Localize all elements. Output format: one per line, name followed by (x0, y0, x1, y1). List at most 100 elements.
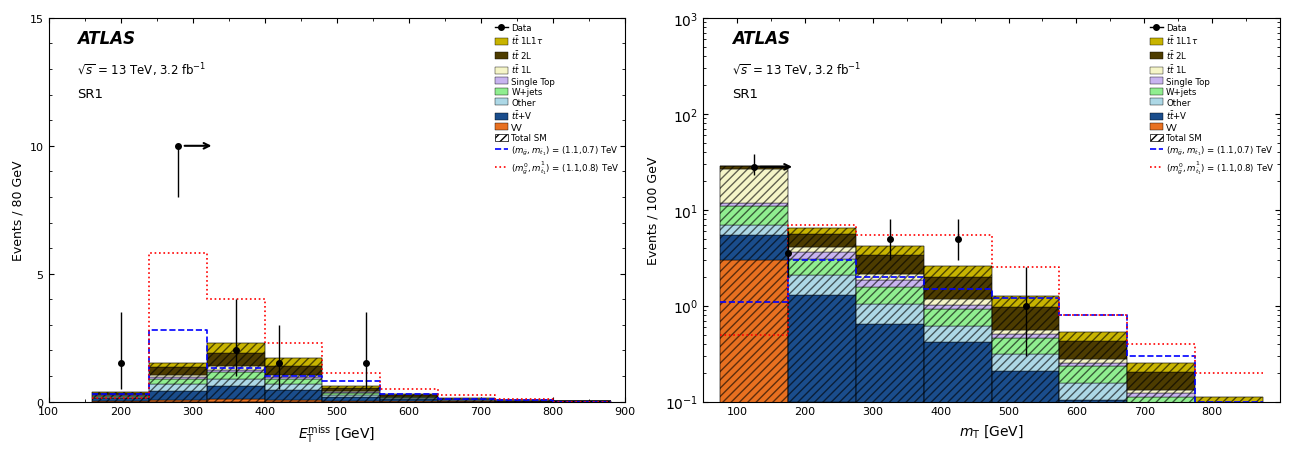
Bar (323, 386, 380, 389)
Bar (92, 395, 150, 396)
Bar (924, 305, 991, 309)
Bar (1195, 397, 1263, 405)
Bar (265, 375, 323, 378)
Bar (924, 267, 991, 455)
Bar (1195, 397, 1263, 455)
Bar (720, 235, 788, 260)
Bar (438, 400, 496, 401)
Bar (150, 400, 207, 402)
Bar (991, 296, 1060, 308)
Bar (1127, 429, 1195, 455)
Bar (150, 367, 207, 375)
Bar (265, 366, 323, 375)
Bar (1195, 422, 1263, 426)
Bar (1195, 430, 1263, 450)
Bar (150, 364, 207, 402)
Bar (720, 169, 788, 203)
Bar (265, 384, 323, 389)
Bar (1127, 390, 1195, 394)
Bar (788, 248, 856, 253)
Bar (788, 229, 856, 455)
Bar (265, 358, 323, 366)
Bar (856, 288, 924, 304)
Bar (92, 394, 150, 395)
Bar (380, 394, 438, 395)
Bar (207, 372, 265, 379)
Bar (323, 391, 380, 392)
Bar (720, 167, 788, 455)
Bar (207, 370, 265, 372)
Bar (380, 394, 438, 402)
Bar (856, 247, 924, 455)
Bar (856, 430, 924, 455)
Bar (150, 364, 207, 367)
Bar (150, 375, 207, 378)
Bar (150, 391, 207, 400)
Bar (380, 399, 438, 401)
Y-axis label: Events / 100 GeV: Events / 100 GeV (647, 156, 660, 264)
Bar (265, 400, 323, 402)
Bar (1195, 426, 1263, 430)
Bar (720, 167, 788, 169)
Bar (1195, 405, 1263, 422)
Bar (1060, 342, 1127, 359)
Bar (207, 386, 265, 399)
Text: ATLAS: ATLAS (732, 30, 790, 48)
Bar (788, 259, 856, 275)
Bar (265, 389, 323, 400)
Bar (924, 299, 991, 305)
Bar (1060, 399, 1127, 455)
Bar (788, 295, 856, 402)
Bar (150, 384, 207, 391)
Bar (788, 234, 856, 248)
Text: $\sqrt{s}$ = 13 TeV, 3.2 fb$^{-1}$: $\sqrt{s}$ = 13 TeV, 3.2 fb$^{-1}$ (732, 61, 861, 79)
Bar (92, 399, 150, 401)
Bar (150, 379, 207, 384)
Y-axis label: Events / 80 GeV: Events / 80 GeV (12, 160, 25, 260)
Bar (991, 338, 1060, 354)
Bar (207, 343, 265, 353)
Bar (150, 378, 207, 379)
Bar (1060, 366, 1127, 384)
Bar (1195, 450, 1263, 455)
Bar (991, 308, 1060, 330)
Bar (1060, 333, 1127, 342)
Bar (380, 398, 438, 399)
Bar (207, 379, 265, 386)
Bar (323, 397, 380, 401)
Bar (323, 389, 380, 391)
Text: SR1: SR1 (77, 88, 103, 101)
Bar (991, 354, 1060, 371)
Bar (924, 278, 991, 299)
Bar (92, 401, 150, 402)
Bar (265, 358, 323, 402)
Legend: Data, $t\bar{t}$ 1L1$\tau$, $t\bar{t}$ 2L, $t\bar{t}$ 1L, Single Top, W+jets, Ot: Data, $t\bar{t}$ 1L1$\tau$, $t\bar{t}$ 2… (492, 20, 624, 180)
X-axis label: $m_{\mathrm{T}}$ [GeV]: $m_{\mathrm{T}}$ [GeV] (959, 422, 1024, 439)
Bar (720, 206, 788, 225)
Bar (788, 253, 856, 259)
Bar (1060, 363, 1127, 366)
Bar (438, 398, 496, 399)
Bar (1127, 394, 1195, 397)
Bar (856, 274, 924, 280)
Bar (323, 392, 380, 393)
Bar (1127, 415, 1195, 429)
Bar (323, 401, 380, 402)
Bar (856, 304, 924, 324)
Bar (788, 402, 856, 455)
Bar (553, 401, 611, 402)
Bar (1060, 384, 1127, 399)
Bar (924, 267, 991, 278)
Text: SR1: SR1 (732, 88, 758, 101)
Bar (1127, 363, 1195, 455)
Text: $\sqrt{s}$ = 13 TeV, 3.2 fb$^{-1}$: $\sqrt{s}$ = 13 TeV, 3.2 fb$^{-1}$ (77, 61, 207, 79)
Bar (496, 400, 553, 402)
Bar (438, 398, 496, 402)
Bar (207, 353, 265, 366)
Bar (265, 379, 323, 384)
Bar (720, 260, 788, 455)
Bar (265, 378, 323, 379)
Bar (856, 280, 924, 288)
Bar (92, 392, 150, 394)
Bar (924, 309, 991, 326)
